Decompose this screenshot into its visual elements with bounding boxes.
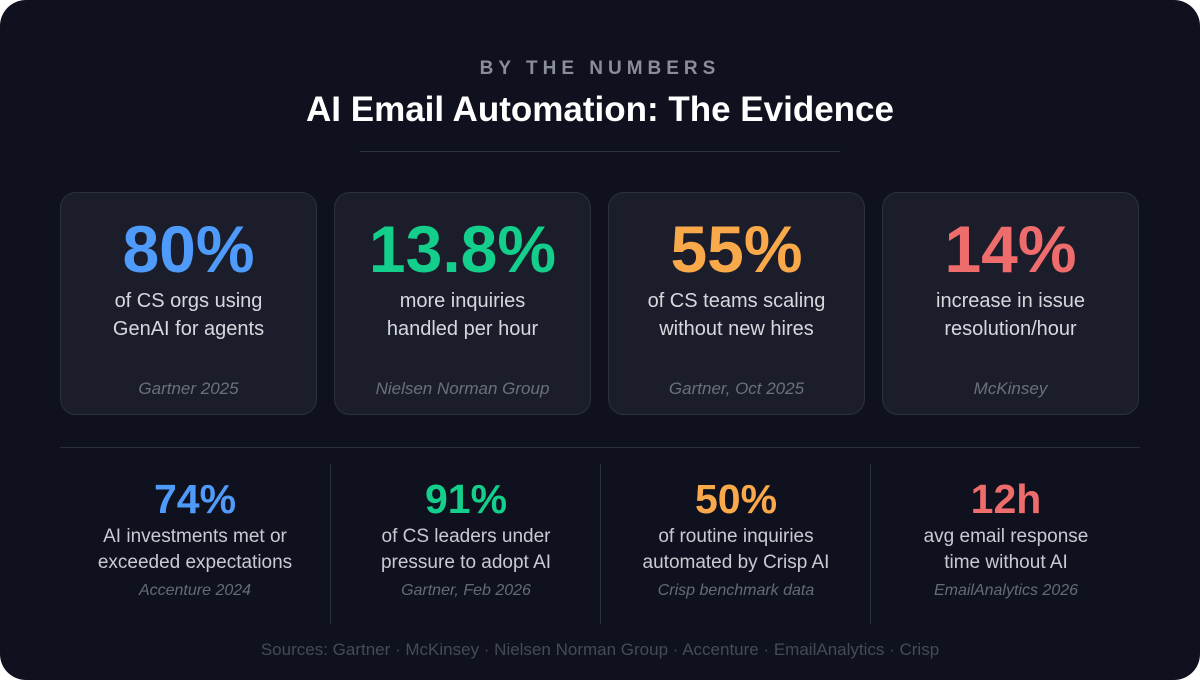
stat-source: Gartner, Feb 2026: [401, 582, 531, 599]
stat-value: 74%: [153, 476, 237, 522]
stat-card-description: of CS teams scaling without new hires: [609, 287, 864, 343]
page-title: AI Email Automation: The Evidence: [306, 90, 894, 129]
stat-description: of CS leaders under pressure to adopt AI: [331, 524, 601, 576]
stat-description-line: pressure to adopt AI: [380, 552, 552, 573]
stat-card-description-line: more inquiries: [399, 290, 526, 312]
stat-cs-leaders-pressure: 91% of CS leaders under pressure to adop…: [330, 464, 601, 624]
stat-description-line: of routine inquiries: [658, 526, 814, 547]
eyebrow-label: BY THE NUMBERS: [479, 58, 721, 79]
stat-description-line: exceeded expectations: [97, 552, 293, 573]
stat-description-line: automated by Crisp AI: [642, 552, 830, 573]
stat-card-description-line: of CS teams scaling: [647, 290, 826, 312]
stat-card-source: Gartner 2025: [138, 379, 239, 398]
stat-card-source: McKinsey: [973, 379, 1048, 398]
stat-description-line: AI investments met or: [103, 526, 287, 547]
stat-value: 91%: [424, 476, 508, 522]
stat-card-source: Nielsen Norman Group: [375, 379, 550, 398]
stat-card-description: more inquiries handled per hour: [335, 287, 590, 343]
stat-source: Crisp benchmark data: [657, 582, 815, 599]
stat-card-value: 14%: [944, 212, 1077, 286]
stat-card-description-line: handled per hour: [386, 318, 539, 340]
stat-description-line: of CS leaders under: [381, 526, 551, 547]
stat-card-description-line: without new hires: [659, 318, 814, 340]
stat-source: EmailAnalytics 2026: [933, 582, 1079, 599]
stat-routine-inquiries: 50% of routine inquiries automated by Cr…: [600, 464, 871, 624]
stat-card-cs-orgs-genai: 80% of CS orgs using GenAI for agents Ga…: [60, 192, 317, 415]
stat-card-value: 55%: [670, 212, 803, 286]
stat-value: 50%: [694, 476, 778, 522]
stat-source: Accenture 2024: [138, 582, 252, 599]
stat-description: AI investments met or exceeded expectati…: [60, 524, 330, 576]
stat-ai-investments: 74% AI investments met or exceeded expec…: [60, 464, 330, 624]
stat-card-description-line: resolution/hour: [944, 318, 1077, 340]
sources-footer: Sources: Gartner · McKinsey · Nielsen No…: [260, 640, 940, 659]
stat-description-line: time without AI: [944, 552, 1068, 573]
stat-value: 12h: [970, 476, 1042, 522]
stat-card-cs-teams-scaling: 55% of CS teams scaling without new hire…: [608, 192, 865, 415]
section-divider: [60, 447, 1140, 448]
stat-description-line: avg email response: [923, 526, 1089, 547]
stat-card-description-line: GenAI for agents: [112, 318, 265, 340]
title-divider: [360, 151, 840, 152]
stat-card-description: of CS orgs using GenAI for agents: [61, 287, 316, 343]
stat-card-description-line: of CS orgs using: [114, 290, 263, 312]
stat-email-response-time: 12h avg email response time without AI E…: [870, 464, 1141, 624]
stat-card-issue-resolution: 14% increase in issue resolution/hour Mc…: [882, 192, 1139, 415]
stat-card-inquiries-per-hour: 13.8% more inquiries handled per hour Ni…: [334, 192, 591, 415]
stat-card-value: 80%: [122, 212, 255, 286]
stat-card-value: 13.8%: [368, 212, 557, 286]
stat-card-source: Gartner, Oct 2025: [668, 379, 805, 398]
stat-description: avg email response time without AI: [871, 524, 1141, 576]
stat-card-description-line: increase in issue: [936, 290, 1085, 312]
stat-description: of routine inquiries automated by Crisp …: [601, 524, 871, 576]
stat-card-description: increase in issue resolution/hour: [883, 287, 1138, 343]
